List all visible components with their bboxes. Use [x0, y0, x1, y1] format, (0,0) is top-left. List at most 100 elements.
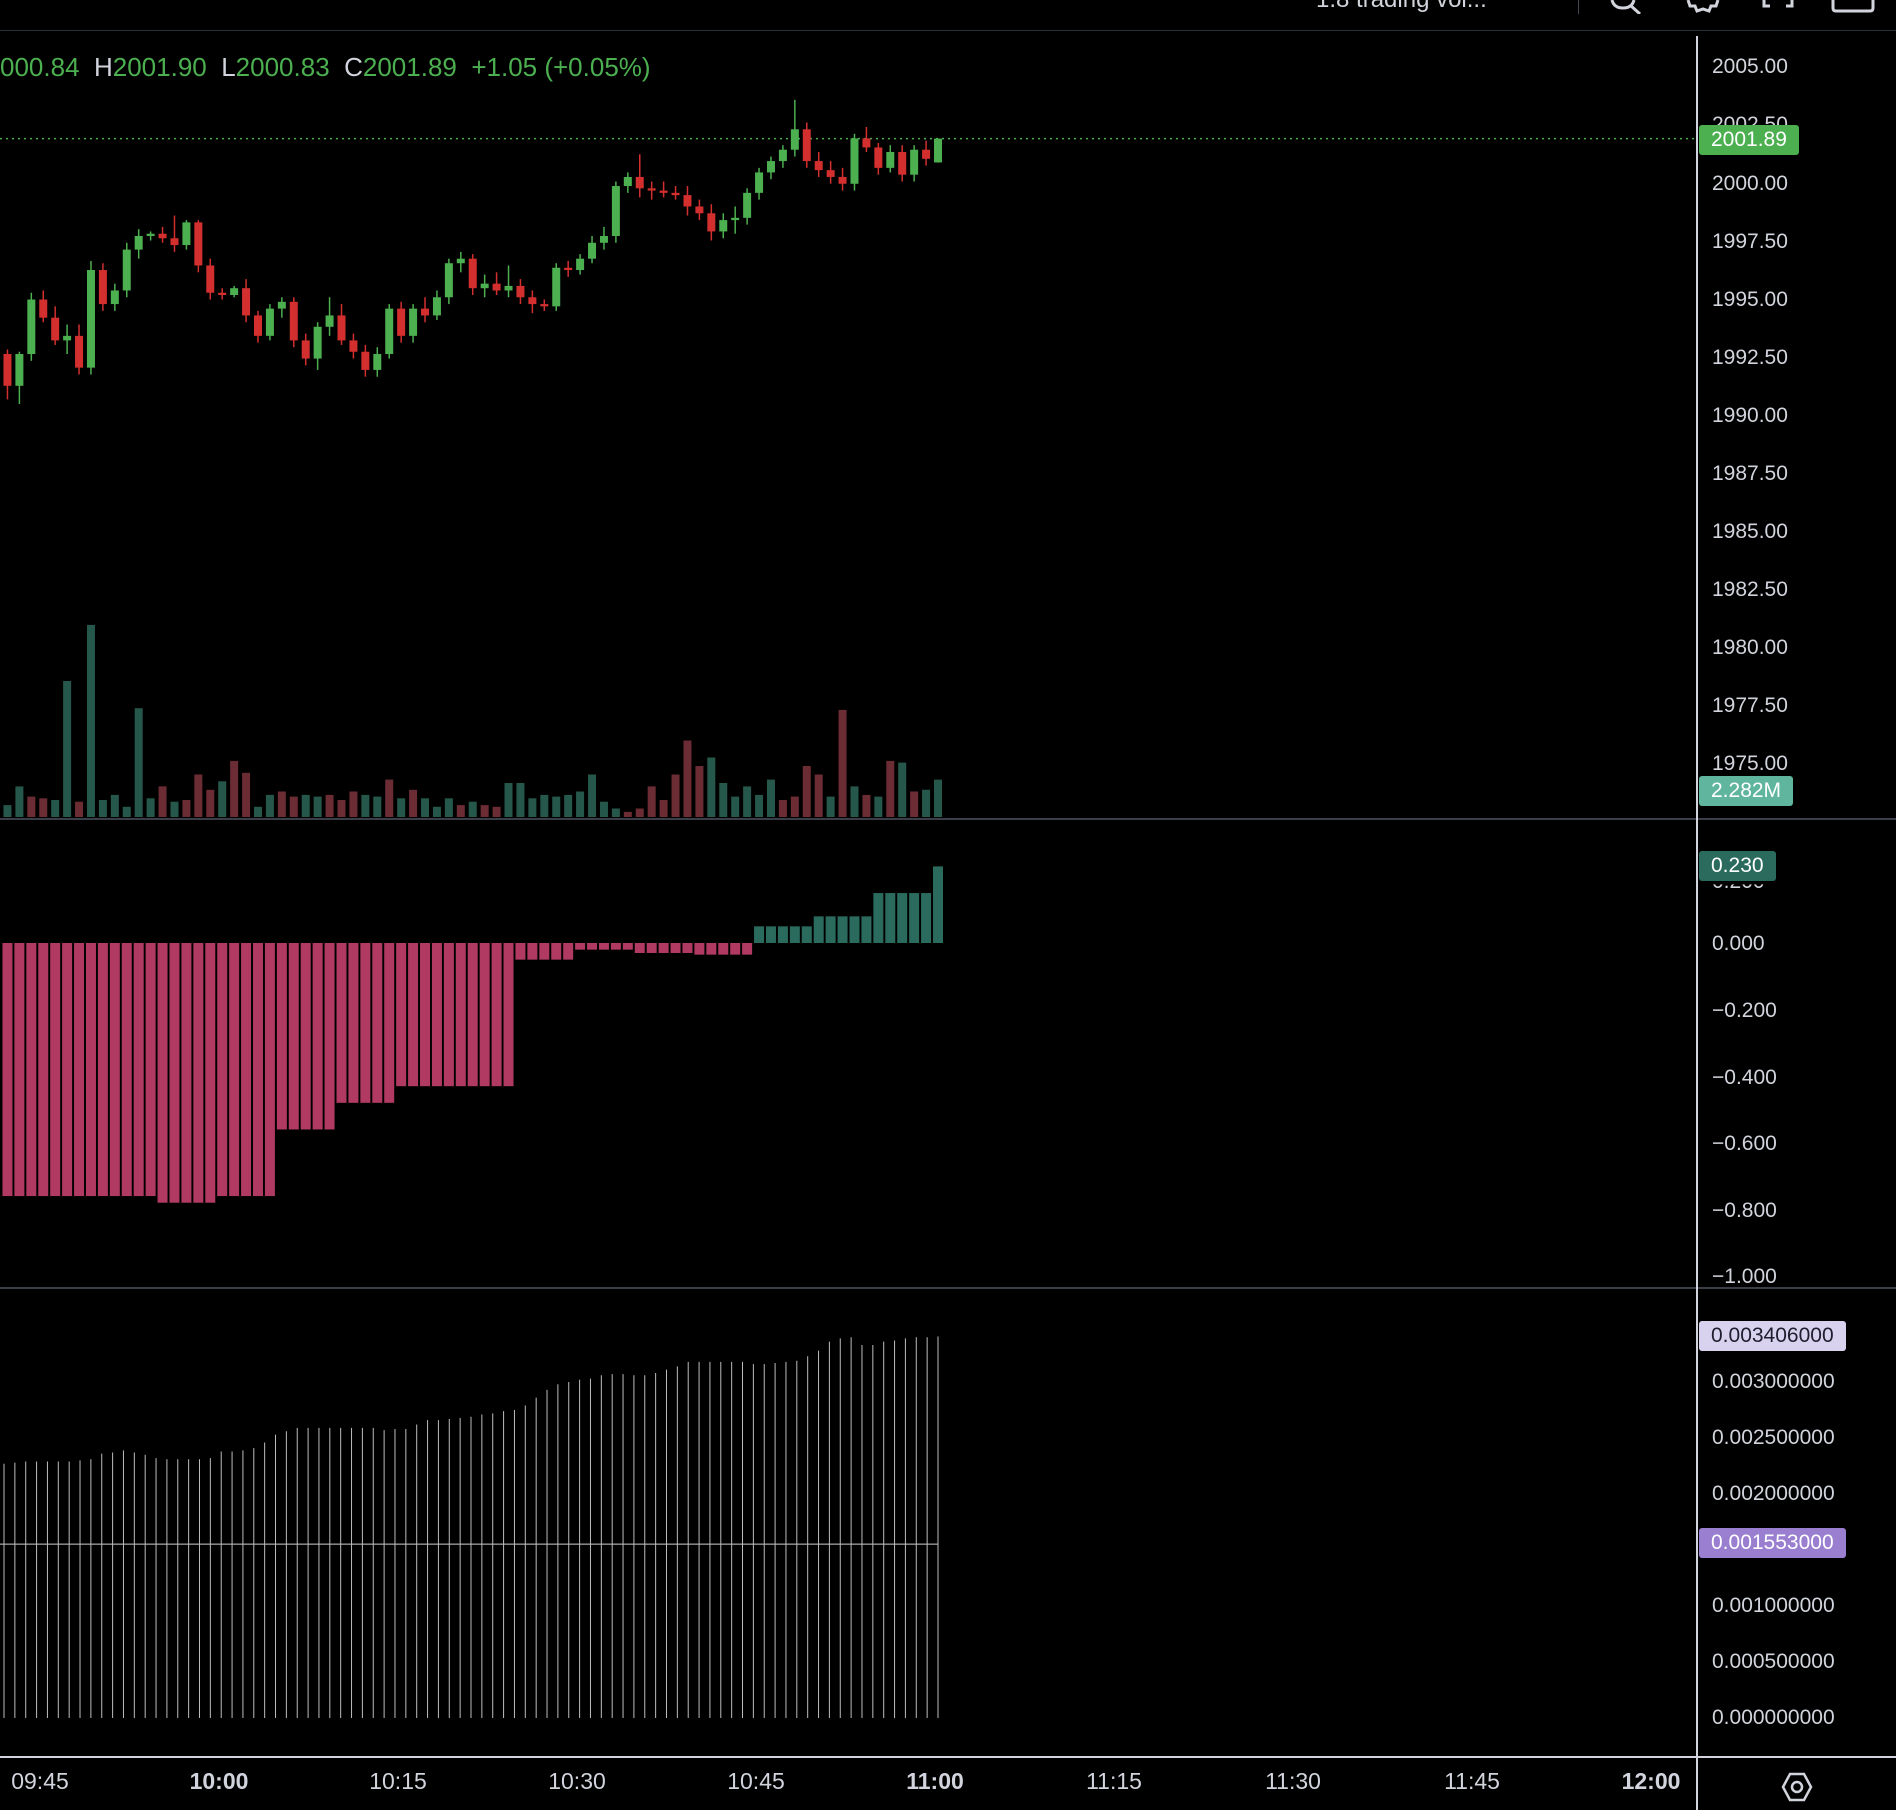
oscillator-bar — [420, 943, 431, 1087]
oscillator-bar — [575, 943, 586, 950]
price-tick-label: 1980.00 — [1712, 636, 1788, 659]
oscillator-bar — [777, 926, 788, 943]
oscillator-bar — [276, 943, 287, 1130]
volume-bar — [492, 806, 501, 817]
oscillator-bar — [26, 943, 37, 1197]
oscillator-bar — [252, 943, 263, 1197]
volume-bar — [934, 779, 942, 817]
candle-body — [635, 176, 644, 189]
volume-bar — [182, 800, 191, 817]
camera-icon[interactable] — [1830, 0, 1876, 14]
time-tick-label: 11:30 — [1265, 1768, 1321, 1794]
volume-bar — [862, 794, 871, 817]
candle-body — [373, 354, 382, 370]
candle-body — [206, 265, 215, 293]
candle-body — [397, 308, 406, 336]
volume-bar — [242, 772, 251, 817]
candle-body — [850, 138, 859, 184]
oscillator-bar — [97, 943, 108, 1197]
toolbar-divider — [1578, 0, 1579, 14]
osc-tick-label: 0.000 — [1712, 932, 1765, 955]
ind-tick-label: 0.002000000 — [1712, 1482, 1835, 1505]
indicator-value-badge: 0.003406000 — [1699, 1321, 1846, 1351]
candle-body — [242, 288, 251, 316]
oscillator-bar — [133, 943, 144, 1197]
candle-body — [27, 299, 36, 355]
volume-bar — [599, 801, 608, 817]
volume-bar — [39, 798, 48, 817]
volume-bar — [158, 786, 167, 817]
gear-icon[interactable] — [1685, 0, 1721, 14]
volume-bar — [397, 798, 406, 817]
volume-bar — [719, 783, 728, 817]
oscillator-bar — [897, 893, 908, 943]
oscillator-bar — [765, 926, 776, 943]
osc-tick-label: −0.400 — [1712, 1066, 1777, 1089]
volume-bar — [170, 801, 179, 817]
oscillator-badge: 0.230 — [1699, 851, 1776, 881]
oscillator-bar — [491, 943, 502, 1087]
settings-icon[interactable] — [1780, 1770, 1814, 1804]
candle-body — [385, 308, 394, 355]
ind-tick-label: 0.003000000 — [1712, 1370, 1835, 1393]
oscillator-bar — [706, 943, 717, 955]
volume-bar — [253, 806, 262, 817]
close-key: C — [344, 52, 363, 82]
candle-body — [349, 340, 358, 352]
oscillator-bar — [527, 943, 538, 960]
candle-body — [504, 285, 513, 291]
candle-body — [325, 315, 334, 327]
candle-body — [134, 235, 143, 250]
oscillator-bar — [933, 866, 943, 943]
volume-bar — [134, 708, 143, 817]
time-tick-label: 12:00 — [1621, 1768, 1681, 1794]
price-tick-label: 1995.00 — [1712, 288, 1788, 311]
volume-bar — [75, 801, 84, 817]
candle-body — [516, 285, 525, 298]
volume-bar — [528, 798, 537, 817]
oscillator-bar — [109, 943, 120, 1197]
oscillator-bar — [145, 943, 156, 1197]
oscillator-bar — [229, 943, 240, 1197]
price-tick-label: 1992.50 — [1712, 346, 1788, 369]
oscillator-bar — [909, 893, 920, 943]
search-icon[interactable] — [1610, 0, 1646, 14]
volume-bar — [731, 796, 740, 817]
oscillator-bar — [217, 943, 228, 1197]
volume-bar — [766, 779, 775, 817]
candle-body — [301, 340, 310, 359]
osc-tick-label: −0.200 — [1712, 999, 1777, 1022]
volume-bar — [206, 789, 215, 817]
osc-tick-label: −1.000 — [1712, 1265, 1777, 1288]
volume-bar — [289, 796, 298, 817]
candle-body — [552, 267, 561, 307]
volume-bar — [504, 783, 513, 817]
time-tick-label: 10:15 — [369, 1768, 427, 1794]
candle-body — [337, 315, 346, 341]
candle-body — [576, 258, 585, 271]
candle-body — [647, 188, 656, 191]
oscillator-bar — [74, 943, 85, 1197]
volume-bar — [122, 806, 131, 817]
time-tick-label: 11:45 — [1444, 1768, 1500, 1794]
oscillator-bar — [861, 916, 872, 943]
oscillator-bar — [694, 943, 705, 955]
candle-body — [480, 283, 489, 289]
volume-bar — [588, 774, 597, 817]
volume-bar — [218, 781, 227, 817]
oscillator-bar — [921, 893, 932, 943]
oscillator-bar — [396, 943, 407, 1087]
oscillator-bar — [324, 943, 335, 1130]
oscillator-bar — [408, 943, 419, 1087]
fullscreen-icon[interactable] — [1760, 0, 1796, 14]
volume-bar — [110, 794, 119, 817]
candle-body — [707, 213, 716, 232]
oscillator-bar — [503, 943, 514, 1087]
oscillator-bar — [634, 943, 645, 953]
oscillator-bar — [801, 926, 812, 943]
candle-body — [790, 129, 799, 150]
volume-bar — [850, 786, 859, 817]
symbol-title[interactable]: 1.8 trading vol... — [1316, 0, 1487, 14]
oscillator-bar — [348, 943, 359, 1103]
